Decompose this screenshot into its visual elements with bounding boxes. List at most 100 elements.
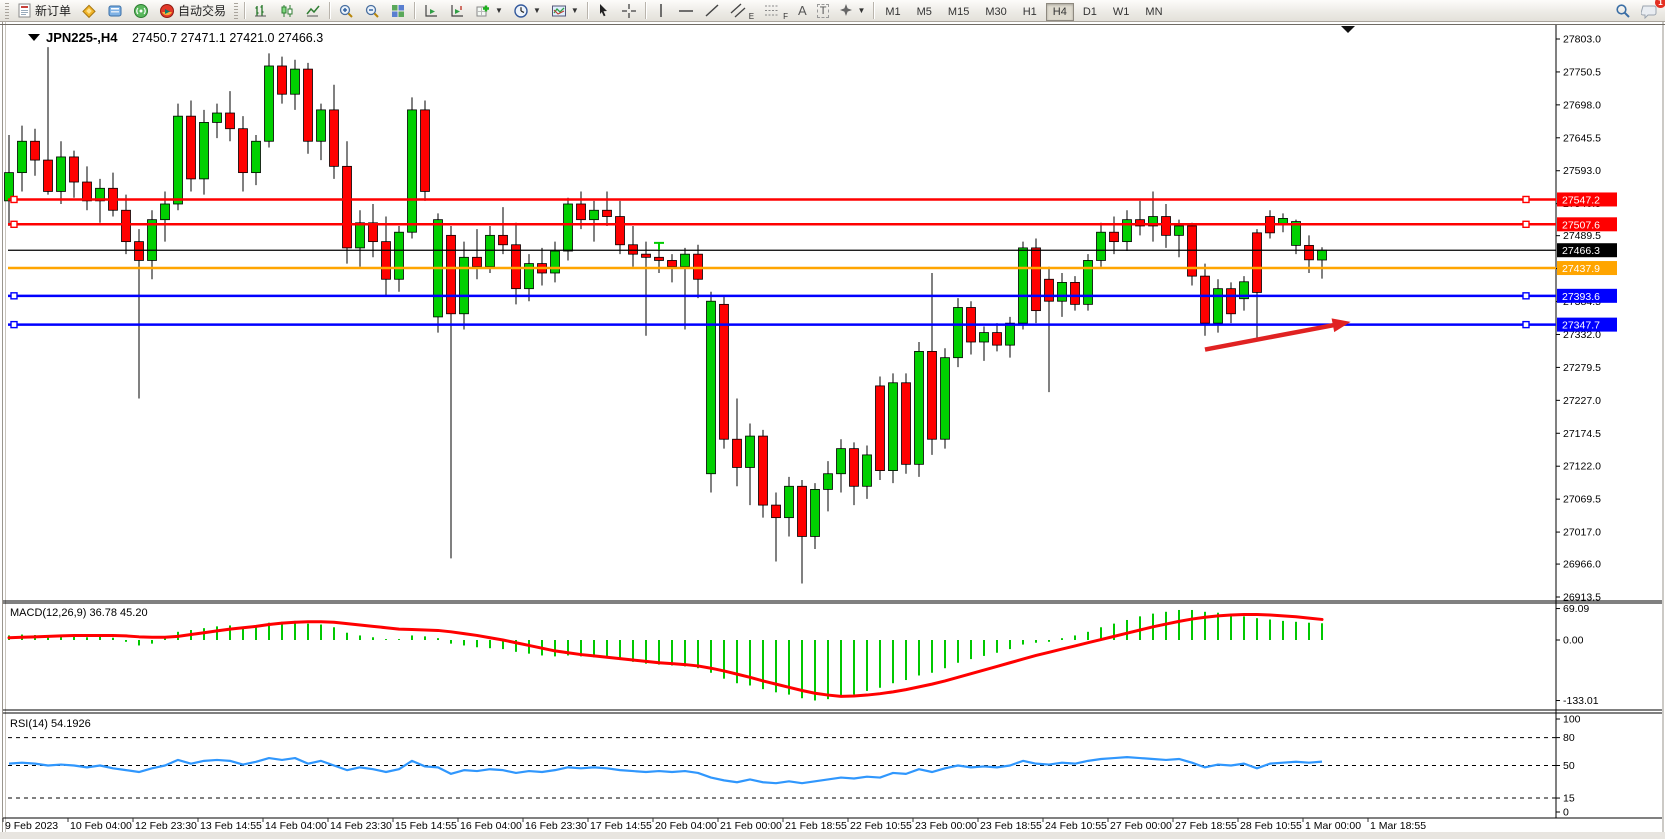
candle-body-up [836,448,846,475]
trendline-tool-button[interactable] [700,0,724,22]
hline-handle[interactable] [10,292,18,300]
price-tick-label: 27698.0 [1563,99,1601,111]
hline-27507.6[interactable]: 27507.6 [8,217,1617,232]
horizontal-line-tool-button[interactable] [674,0,698,22]
chart-shift-marker[interactable] [1341,26,1355,33]
text-tool-icon: A [798,3,807,18]
timeframe-H4[interactable]: H4 [1045,2,1074,21]
candle-body-up [199,122,209,180]
arrows-tool-icon [840,4,853,16]
bar-chart-mode-button[interactable] [249,0,273,22]
hline-handle[interactable] [10,320,18,329]
tile-windows-icon [392,4,405,17]
hline-handle[interactable] [1522,195,1530,204]
chart-symbol-title: JPN225-,H4 [46,30,118,45]
candlestick-mode-button[interactable] [275,0,299,22]
hline-27347.7[interactable]: 27347.7 [8,317,1617,332]
time-tick-label: 13 Feb 14:55 [200,820,262,832]
time-tick-label: 27 Feb 00:00 [1110,820,1172,832]
hline-27547.2[interactable]: 27547.2 [8,192,1617,207]
templates-button[interactable]: ▼ [547,0,583,22]
zoom-out-button[interactable] [360,0,384,22]
candle-body-up [56,156,66,192]
hline-27393.6[interactable]: 27393.6 [8,288,1617,303]
templates-icon [551,5,566,16]
signals-button[interactable] [129,0,153,22]
candle-body-down [1109,231,1119,243]
candle-body-down [797,485,807,537]
timeframe-M1[interactable]: M1 [885,5,901,18]
price-tick-label: 27122.0 [1563,461,1601,473]
zoom-in-button[interactable] [334,0,358,22]
hline-handle[interactable] [1522,292,1530,300]
main-toolbar: 新订单 自动交易 ▼ ▼ [0,0,1665,22]
timeframe-M30[interactable]: M30 [985,5,1007,18]
hline-27437.9[interactable]: 27437.9 [8,261,1617,276]
fibonacci-icon [765,5,780,16]
title-expand-icon[interactable] [28,34,40,41]
rsi-line [8,756,1323,785]
time-tick-label: 21 Feb 18:55 [785,820,847,832]
market-watch-button[interactable] [77,0,101,22]
periods-button[interactable]: ▼ [509,0,545,22]
fibonacci-letter: F [783,11,789,21]
toolbar-grip[interactable] [234,2,239,19]
indicators-caret: ▼ [495,6,503,15]
candle-body-down [719,303,729,440]
timeframe-M15[interactable]: M15 [947,5,970,18]
channel-tool-button[interactable]: E [726,0,758,22]
arrows-caret: ▼ [857,6,866,15]
timeframe-H1[interactable]: H1 [1022,5,1037,18]
chart-autoscroll-button[interactable] [419,0,443,22]
cursor-tool-button[interactable] [592,0,615,22]
timeframe-W1[interactable]: W1 [1112,5,1130,18]
candle-body-up [1148,216,1158,227]
candle-body-up [810,489,820,537]
hline-handle[interactable] [1522,220,1530,229]
tile-windows-button[interactable] [386,0,410,22]
toolbar-grip[interactable] [5,2,9,19]
candle-body-up [251,140,261,174]
candle-body-down [30,140,40,161]
hline-handle[interactable] [1522,320,1530,329]
search-button[interactable] [1611,0,1635,22]
price-tick-label: 27279.5 [1563,362,1601,374]
t-marker-object[interactable] [654,241,664,250]
hline-handle[interactable] [10,195,18,204]
fibonacci-tool-button[interactable]: F [760,0,792,22]
candle-body-up [1317,249,1327,261]
candle-body-down [1200,275,1210,324]
toolbar-separator [644,2,646,19]
timeframe-M5[interactable]: M5 [916,5,932,18]
new-order-button[interactable]: 新订单 [13,0,75,22]
timeframe-D1[interactable]: D1 [1082,5,1097,18]
new-order-label: 新订单 [35,4,72,18]
candlestick-icon [281,4,293,17]
trend-arrow[interactable] [1204,318,1351,352]
arrows-tool-button[interactable]: ▼ [835,0,869,22]
line-chart-mode-button[interactable] [301,0,325,22]
crosshair-tool-button[interactable] [617,0,641,22]
candle-body-up [563,203,573,252]
candle-body-up [706,300,716,475]
auto-trading-button[interactable]: 自动交易 [155,0,230,22]
chart-shift-button[interactable] [445,0,469,22]
text-tool-button[interactable]: A [794,0,811,22]
navigator-button[interactable] [103,0,127,22]
candle-body-up [1278,218,1288,224]
candle-body-up [290,68,300,95]
vertical-line-tool-button[interactable] [650,0,672,22]
hline-handle[interactable] [10,220,18,229]
chart-canvas[interactable]: 27803.027750.527698.027645.527593.027540… [0,22,1665,839]
indicators-button[interactable]: ▼ [471,0,507,22]
price-tick-label: 27645.5 [1563,132,1601,144]
candle-body-up [940,357,950,440]
time-tick-label: 24 Feb 10:55 [1045,820,1107,832]
label-tool-button[interactable]: T [813,0,834,22]
hline-27466.3[interactable]: 27466.3 [8,243,1617,258]
timeframe-MN[interactable]: MN [1145,5,1163,18]
bar-chart-icon [255,4,267,16]
toolbar-separator [873,2,875,19]
notifications-button[interactable]: 1 [1637,0,1665,22]
time-axis[interactable]: 9 Feb 2023 10 Feb 04:00 12 Feb 23:30 13 Feb… [2,818,1426,832]
